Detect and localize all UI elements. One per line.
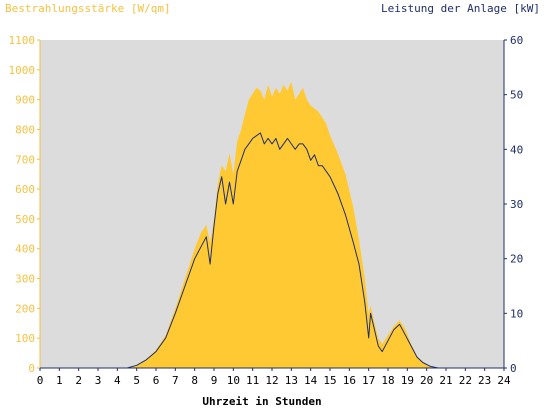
x-tick-label: 19 bbox=[401, 374, 414, 387]
x-axis-label: Uhrzeit in Stunden bbox=[202, 395, 321, 408]
x-tick-label: 12 bbox=[265, 374, 278, 387]
y-left-tick-label: 700 bbox=[15, 153, 35, 166]
x-tick-label: 14 bbox=[304, 374, 318, 387]
y-right-tick-label: 0 bbox=[510, 362, 517, 375]
x-tick-label: 18 bbox=[381, 374, 394, 387]
x-tick-label: 7 bbox=[172, 374, 179, 387]
x-tick-label: 17 bbox=[362, 374, 375, 387]
x-tick-label: 11 bbox=[246, 374, 259, 387]
x-tick-label: 9 bbox=[211, 374, 218, 387]
x-tick-label: 16 bbox=[343, 374, 356, 387]
right-axis-title: Leistung der Anlage [kW] bbox=[381, 2, 540, 15]
x-tick-label: 23 bbox=[478, 374, 491, 387]
series-irradiance-area bbox=[40, 81, 504, 368]
series-layer bbox=[40, 81, 504, 369]
y-right-tick-label: 40 bbox=[510, 143, 523, 156]
y-right-tick-label: 60 bbox=[510, 34, 523, 47]
y-right-tick-label: 10 bbox=[510, 307, 523, 320]
y-left-tick-label: 500 bbox=[15, 213, 35, 226]
axes-layer: 0100200300400500600700800900100011000102… bbox=[9, 34, 524, 387]
x-tick-label: 0 bbox=[37, 374, 44, 387]
y-right-tick-label: 30 bbox=[510, 198, 523, 211]
x-tick-label: 8 bbox=[191, 374, 198, 387]
x-tick-label: 10 bbox=[227, 374, 240, 387]
y-left-tick-label: 1000 bbox=[9, 64, 36, 77]
y-left-tick-label: 900 bbox=[15, 94, 35, 107]
y-left-tick-label: 200 bbox=[15, 302, 35, 315]
x-tick-label: 2 bbox=[75, 374, 82, 387]
y-left-tick-label: 0 bbox=[28, 362, 35, 375]
x-tick-label: 20 bbox=[420, 374, 433, 387]
y-left-tick-label: 800 bbox=[15, 123, 35, 136]
y-left-tick-label: 300 bbox=[15, 273, 35, 286]
y-left-tick-label: 600 bbox=[15, 183, 35, 196]
x-tick-label: 4 bbox=[114, 374, 121, 387]
series-power-line bbox=[40, 132, 504, 369]
x-tick-label: 3 bbox=[95, 374, 102, 387]
left-axis-title: Bestrahlungsstärke [W/qm] bbox=[5, 2, 171, 15]
y-right-tick-label: 20 bbox=[510, 253, 523, 266]
x-tick-label: 21 bbox=[439, 374, 452, 387]
x-tick-label: 22 bbox=[459, 374, 472, 387]
y-right-tick-label: 50 bbox=[510, 89, 523, 102]
x-tick-label: 13 bbox=[285, 374, 298, 387]
y-left-tick-label: 100 bbox=[15, 332, 35, 345]
x-tick-label: 15 bbox=[323, 374, 336, 387]
x-tick-label: 1 bbox=[56, 374, 63, 387]
x-tick-label: 24 bbox=[497, 374, 511, 387]
y-left-tick-label: 1100 bbox=[9, 34, 36, 47]
x-tick-label: 6 bbox=[153, 374, 160, 387]
x-tick-label: 5 bbox=[133, 374, 140, 387]
y-left-tick-label: 400 bbox=[15, 243, 35, 256]
